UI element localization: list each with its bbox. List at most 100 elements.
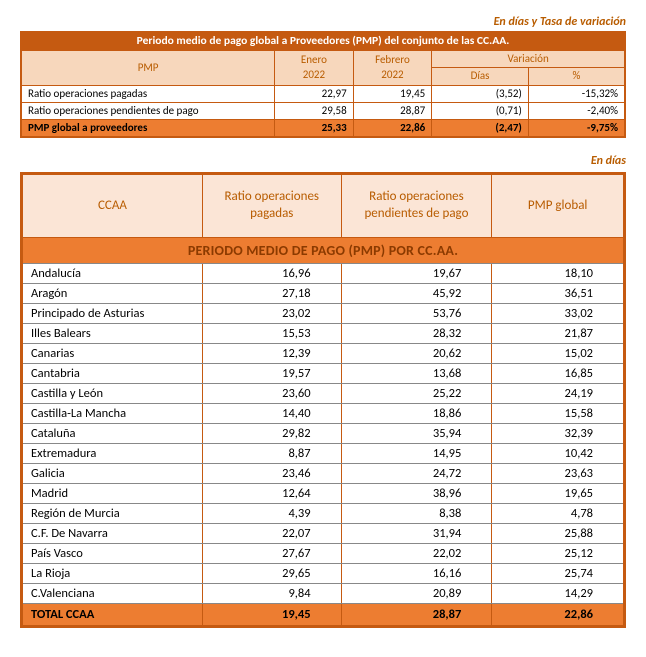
t1-row-febrero: 28,87	[353, 102, 432, 119]
t2-row-pmp: 24,19	[492, 384, 625, 404]
t2-row-pmp: 23,63	[492, 464, 625, 484]
t2-row-ccaa: Extremadura	[22, 444, 203, 464]
table-row: Andalucía16,9619,6718,10	[22, 264, 625, 284]
t1-h-febrero: Febrero2022	[375, 53, 410, 80]
t2-row-pend: 31,94	[341, 524, 492, 544]
t2-row-ccaa: Principado de Asturias	[22, 304, 203, 324]
t2-h-pend: Ratio operaciones pendientes de pago	[341, 174, 492, 238]
t2-row-pmp: 14,29	[492, 584, 625, 604]
table-row: Galicia23,4624,7223,63	[22, 464, 625, 484]
t2-row-pag: 19,57	[202, 364, 341, 384]
t2-row-pend: 24,72	[341, 464, 492, 484]
table-row: La Rioja29,6516,1625,74	[22, 564, 625, 584]
t2-row-pag: 14,40	[202, 404, 341, 424]
t2-row-ccaa: Galicia	[22, 464, 203, 484]
t1-row-dias: (0,71)	[432, 102, 529, 119]
t2-row-pmp: 32,39	[492, 424, 625, 444]
table-row: Cantabria19,5713,6816,85	[22, 364, 625, 384]
t2-row-pend: 38,96	[341, 484, 492, 504]
t2-row-pag: 15,53	[202, 324, 341, 344]
caption-top: En días y Tasa de variación	[20, 15, 626, 29]
t2-row-pag: 8,87	[202, 444, 341, 464]
t1-h-pct: %	[528, 68, 625, 85]
t2-row-ccaa: Canarias	[22, 344, 203, 364]
t2-row-ccaa: Cantabria	[22, 364, 203, 384]
t2-h-pmp: PMP global	[492, 174, 625, 238]
t2-row-pag: 23,46	[202, 464, 341, 484]
t2-row-ccaa: C.F. De Navarra	[22, 524, 203, 544]
t2-row-ccaa: Castilla y León	[22, 384, 203, 404]
t2-row-ccaa: Andalucía	[22, 264, 203, 284]
t2-row-pmp: 25,12	[492, 544, 625, 564]
t2-h-ccaa: CCAA	[22, 174, 203, 238]
t2-row-pend: 20,62	[341, 344, 492, 364]
t1-h-pmp: PMP	[21, 50, 275, 85]
t2-row-pag: 12,39	[202, 344, 341, 364]
t2-row-pend: 8,38	[341, 504, 492, 524]
t1-h-dias: Días	[432, 68, 529, 85]
t2-row-pend: 18,86	[341, 404, 492, 424]
t2-row-pag: 27,18	[202, 284, 341, 304]
t1-row-label: Ratio operaciones pendientes de pago	[21, 102, 275, 119]
t2-total-label: TOTAL CCAA	[22, 604, 203, 627]
t2-row-ccaa: Illes Balears	[22, 324, 203, 344]
t2-row-pend: 35,94	[341, 424, 492, 444]
t2-row-pend: 16,16	[341, 564, 492, 584]
t2-row-ccaa: Madrid	[22, 484, 203, 504]
t2-row-pmp: 19,65	[492, 484, 625, 504]
table-row: Madrid12,6438,9619,65	[22, 484, 625, 504]
caption-bottom: En días	[20, 154, 626, 168]
t2-h-pagadas: Ratio operaciones pagadas	[202, 174, 341, 238]
t2-row-pend: 25,22	[341, 384, 492, 404]
t1-total-enero: 25,33	[275, 120, 354, 138]
t2-row-pag: 12,64	[202, 484, 341, 504]
t2-row-pag: 9,84	[202, 584, 341, 604]
table-row: Ratio operaciones pendientes de pago29,5…	[21, 102, 625, 119]
t2-row-pmp: 25,88	[492, 524, 625, 544]
t2-row-pag: 16,96	[202, 264, 341, 284]
t2-row-ccaa: La Rioja	[22, 564, 203, 584]
table-row: Región de Murcia4,398,384,78	[22, 504, 625, 524]
t2-title: PERIODO MEDIO DE PAGO (PMP) POR CC.AA.	[22, 238, 625, 264]
table-row: Illes Balears15,5328,3221,87	[22, 324, 625, 344]
table-row: Principado de Asturias23,0253,7633,02	[22, 304, 625, 324]
t1-row-pct: -2,40%	[528, 102, 625, 119]
t2-row-pend: 20,89	[341, 584, 492, 604]
t1-total-pct: -9,75%	[528, 120, 625, 138]
t2-row-pag: 4,39	[202, 504, 341, 524]
table-row: Extremadura8,8714,9510,42	[22, 444, 625, 464]
t2-total-pmp: 22,86	[492, 604, 625, 627]
t2-row-pag: 23,02	[202, 304, 341, 324]
t1-row-dias: (3,52)	[432, 85, 529, 102]
t1-row-label: Ratio operaciones pagadas	[21, 85, 275, 102]
table-pmp-ccaa: PERIODO MEDIO DE PAGO (PMP) POR CC.AA. C…	[20, 172, 626, 628]
t2-row-pmp: 33,02	[492, 304, 625, 324]
t2-row-pend: 13,68	[341, 364, 492, 384]
t1-row-enero: 22,97	[275, 85, 354, 102]
table-row: Cataluña29,8235,9432,39	[22, 424, 625, 444]
t1-total-febrero: 22,86	[353, 120, 432, 138]
t1-h-enero: Enero2022	[301, 53, 327, 80]
t2-row-pag: 29,82	[202, 424, 341, 444]
t2-row-pmp: 25,74	[492, 564, 625, 584]
t2-row-pmp: 4,78	[492, 504, 625, 524]
t1-total-label: PMP global a proveedores	[21, 120, 275, 138]
t2-row-ccaa: C.Valenciana	[22, 584, 203, 604]
t1-total-dias: (2,47)	[432, 120, 529, 138]
t2-row-pmp: 15,58	[492, 404, 625, 424]
table-row: C.F. De Navarra22,0731,9425,88	[22, 524, 625, 544]
t2-row-ccaa: Región de Murcia	[22, 504, 203, 524]
t2-row-pag: 29,65	[202, 564, 341, 584]
t2-row-pmp: 10,42	[492, 444, 625, 464]
t2-row-pend: 45,92	[341, 284, 492, 304]
t2-row-ccaa: Aragón	[22, 284, 203, 304]
table-pmp-global: Periodo medio de pago global a Proveedor…	[20, 31, 626, 138]
t2-row-pmp: 36,51	[492, 284, 625, 304]
t1-title: Periodo medio de pago global a Proveedor…	[21, 32, 625, 50]
t1-row-enero: 29,58	[275, 102, 354, 119]
t2-row-pmp: 15,02	[492, 344, 625, 364]
t2-row-ccaa: Castilla-La Mancha	[22, 404, 203, 424]
t1-row-febrero: 19,45	[353, 85, 432, 102]
table-row: País Vasco27,6722,0225,12	[22, 544, 625, 564]
t2-row-ccaa: Cataluña	[22, 424, 203, 444]
